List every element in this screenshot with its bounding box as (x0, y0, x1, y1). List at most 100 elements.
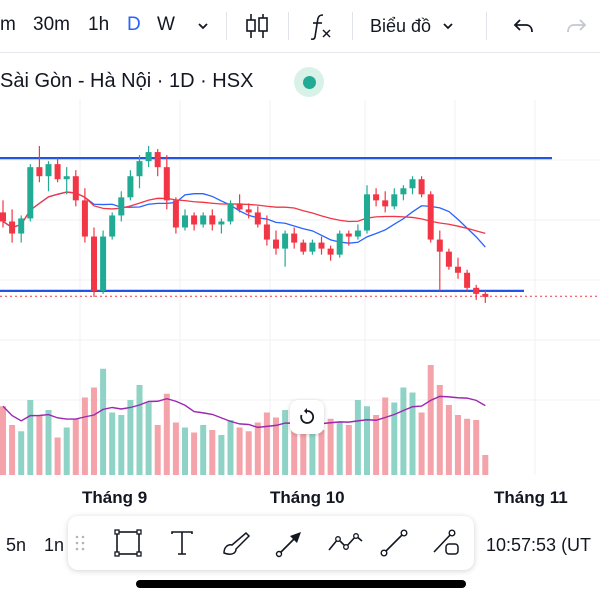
market-status-indicator[interactable] (294, 67, 324, 97)
candle-body (445, 251, 452, 267)
candle-body (482, 293, 489, 297)
volume-bar (336, 422, 343, 475)
volume-bar (300, 432, 307, 475)
volume-bar (154, 425, 161, 475)
symbol-legend[interactable]: Sài Gòn - Hà Nội · 1D · HSX (0, 70, 254, 92)
timeframe-weekly[interactable]: W (157, 14, 175, 35)
chevron-down-icon (443, 23, 453, 30)
volume-bar (482, 455, 489, 475)
candle-body (263, 224, 270, 240)
chart-type-menu[interactable]: Biểu đồ (370, 10, 470, 42)
volume-bar (445, 405, 452, 475)
arrow-tool[interactable] (272, 525, 308, 561)
timeframe-30m[interactable]: 30m (33, 14, 70, 35)
volume-bar (227, 420, 234, 475)
candle-body (354, 230, 361, 237)
candle-body (273, 239, 279, 249)
volume-bar (282, 410, 289, 475)
candle-body (227, 203, 234, 222)
candle-body (145, 152, 152, 162)
candle-body (300, 242, 307, 252)
price-chart[interactable] (0, 100, 600, 510)
chart-type-label: Biểu đồ (370, 15, 432, 36)
toolbar-divider (288, 12, 289, 40)
redo-button[interactable] (562, 10, 592, 42)
drawing-toolbar (68, 516, 474, 570)
volume-bar (18, 431, 25, 475)
timeframe-daily[interactable]: D (127, 14, 141, 35)
volume-bar (318, 430, 325, 475)
arrow-icon (275, 532, 301, 558)
volume-bar (27, 400, 34, 475)
candle-body (218, 221, 225, 225)
candle-body (336, 233, 343, 255)
candle-body (400, 188, 407, 195)
function-icon (310, 14, 331, 40)
volume-bar (63, 427, 70, 475)
volume-bar (427, 365, 434, 475)
timeframe-minutes[interactable]: m (0, 14, 16, 35)
brush-tool[interactable] (218, 525, 254, 561)
volume-bar (163, 393, 170, 475)
drag-handle[interactable] (72, 525, 88, 561)
candle-body (464, 272, 471, 288)
candle-body (182, 215, 188, 228)
candle-body (436, 239, 443, 252)
candle-body (54, 164, 61, 180)
candle-body (0, 212, 6, 222)
trend-line-tool[interactable] (376, 525, 412, 561)
timeframe-1h[interactable]: 1h (88, 14, 110, 35)
toolbar-divider (352, 12, 353, 40)
indicators-button[interactable] (302, 10, 338, 42)
candle-body (427, 194, 434, 240)
candle-body (282, 233, 289, 249)
candle-body (327, 248, 334, 255)
chevron-down-icon (198, 23, 208, 30)
rectangle-tool[interactable] (110, 525, 146, 561)
path-icon (328, 533, 363, 551)
volume-bar (273, 417, 279, 475)
candle-body (391, 194, 398, 207)
top-toolbar (0, 0, 600, 53)
shapes-tool[interactable] (428, 525, 464, 561)
volume-bar (182, 427, 188, 475)
volume-bar (36, 415, 43, 475)
timezone-clock[interactable]: 10:57:53 (UT (486, 535, 592, 555)
candle-body (100, 236, 107, 291)
volume-bar (145, 402, 152, 475)
candle-body (118, 197, 125, 216)
text-tool[interactable] (164, 525, 200, 561)
volume-bar (236, 427, 243, 475)
brush-icon (223, 531, 251, 555)
volume-bar (473, 420, 480, 475)
chart-style-button[interactable] (240, 10, 274, 42)
volume-bar (127, 400, 134, 475)
volume-bar (309, 427, 316, 475)
range-1-year-button[interactable]: 1n (44, 535, 65, 555)
toolbar-divider (486, 12, 487, 40)
candle-body (191, 215, 198, 225)
volume-bar (0, 406, 6, 475)
candle-body (245, 209, 252, 213)
toolbar-divider (226, 12, 227, 40)
candle-body (109, 215, 116, 237)
rectangle-icon (114, 529, 142, 557)
undo-button[interactable] (508, 10, 538, 42)
reset-chart-button[interactable] (290, 400, 324, 434)
volume-bar (391, 402, 398, 475)
volume-bar (209, 430, 216, 475)
candle-body (318, 242, 325, 249)
volume-bar (54, 437, 61, 475)
range-5-years-button[interactable]: 5n (6, 535, 27, 555)
undo-icon (513, 19, 533, 33)
volume-bar (200, 425, 207, 475)
path-tool[interactable] (324, 525, 366, 561)
candle-body (27, 167, 34, 219)
candle-body (63, 176, 70, 180)
timeframe-dropdown[interactable] (190, 10, 216, 42)
candle-body (236, 203, 243, 210)
volume-bar (9, 425, 16, 475)
time-axis-label: Tháng 10 (270, 488, 345, 507)
volume-bar (327, 418, 334, 475)
volume-bar (464, 418, 471, 475)
